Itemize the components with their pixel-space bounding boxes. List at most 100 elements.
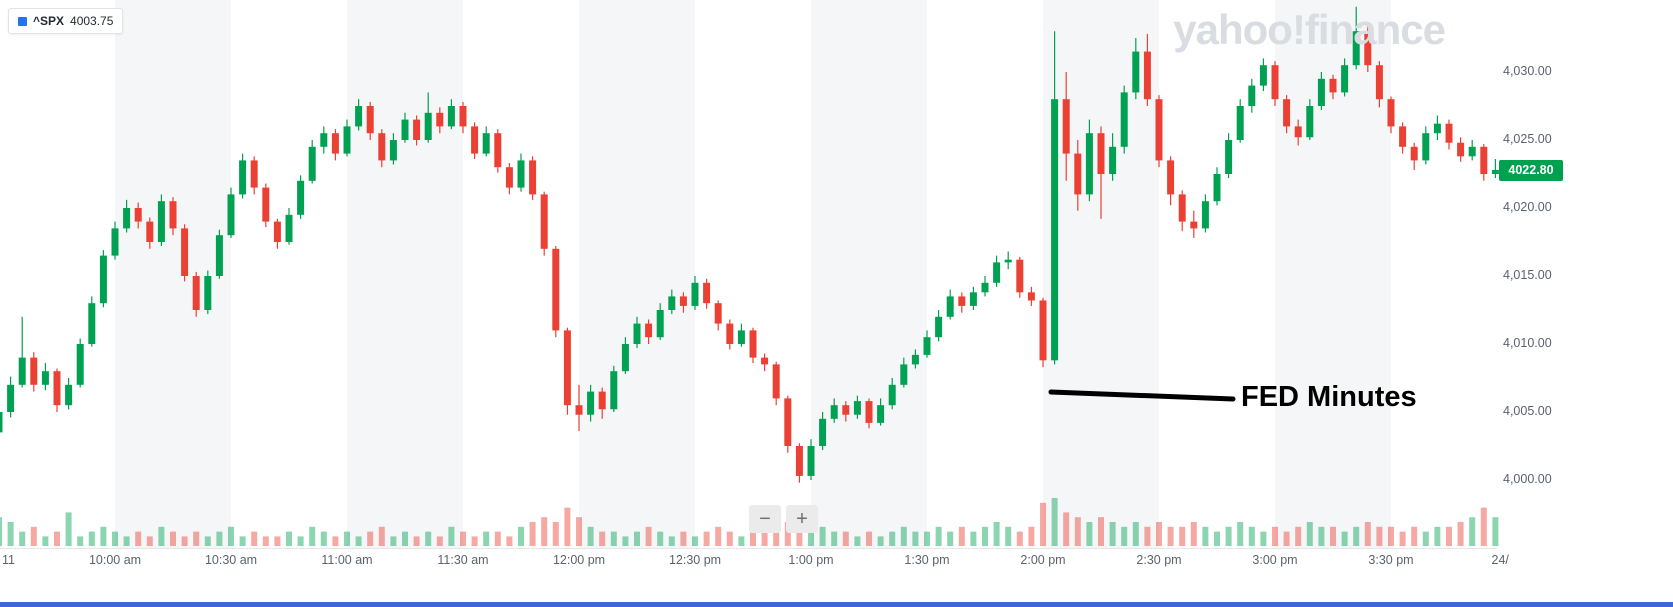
volume-bar [1109, 522, 1116, 546]
candle-body [563, 330, 571, 406]
volume-bar [610, 531, 617, 546]
candle-body [726, 323, 734, 344]
candle-body [1225, 140, 1233, 174]
candle-body [308, 146, 316, 181]
volume-bar [1341, 531, 1348, 546]
zoom-in-button[interactable]: + [786, 505, 818, 533]
candle-body [1167, 160, 1175, 195]
volume-bar [761, 531, 768, 546]
volume-bar [1434, 526, 1441, 546]
volume-bar [866, 531, 873, 546]
candle-body [1051, 99, 1059, 361]
candle-body [946, 296, 954, 317]
candle-body [703, 282, 711, 304]
candle-body [204, 276, 212, 310]
candle-body [447, 106, 455, 127]
candle-body [424, 112, 432, 140]
volume-bar [1330, 526, 1337, 546]
volume-bar [935, 526, 942, 546]
volume-bar [262, 536, 269, 546]
volume-bar [0, 517, 2, 546]
candle-body [1132, 51, 1140, 93]
volume-bar [1179, 526, 1186, 546]
volume-bar [900, 526, 907, 546]
volume-bar [193, 531, 200, 546]
legend-symbol: ^SPX [33, 14, 65, 28]
candle-body [1178, 194, 1186, 222]
volume-bar [1492, 517, 1499, 546]
volume-bar [773, 526, 780, 546]
volume-bar [1074, 517, 1081, 546]
volume-bar [274, 536, 281, 546]
volume-bar [100, 526, 107, 546]
candle-body [239, 160, 247, 195]
candle-body [1155, 99, 1163, 161]
candle-body [157, 201, 165, 242]
zoom-out-button[interactable]: − [749, 505, 781, 533]
volume-bar [297, 536, 304, 546]
volume-bar [564, 507, 571, 546]
candle-body [1236, 106, 1244, 140]
candle-body [389, 140, 397, 161]
volume-bar [251, 531, 258, 546]
volume-bar [1237, 522, 1244, 546]
candle-body [471, 126, 479, 154]
candle-body [1027, 292, 1035, 301]
volume-bar [65, 512, 72, 546]
candle-body [1004, 259, 1012, 263]
volume-bar [576, 517, 583, 546]
volume-bar [1132, 522, 1139, 546]
candle-body [1283, 99, 1291, 127]
volume-bar [947, 531, 954, 546]
candle-body [53, 371, 61, 406]
volume-bar [1272, 526, 1279, 546]
volume-bar [181, 536, 188, 546]
candle-body [1039, 300, 1047, 361]
volume-bar [1469, 517, 1476, 546]
volume-bar [715, 526, 722, 546]
candle-body [1399, 126, 1407, 147]
candle-body [749, 330, 757, 358]
candle-body [621, 344, 629, 372]
legend-color-chip [18, 16, 27, 26]
volume-bar [877, 536, 884, 546]
candle-body [494, 133, 502, 168]
candle-body [99, 255, 107, 304]
candle-body [958, 296, 966, 306]
candle-body [505, 167, 513, 188]
candle-body [1329, 78, 1337, 93]
volume-bar [738, 536, 745, 546]
session-stripe [115, 0, 232, 548]
volume-bar [1016, 531, 1023, 546]
candle-body [587, 391, 595, 415]
candle-body [273, 221, 281, 242]
volume-bar [784, 522, 791, 546]
candle-body [146, 221, 154, 242]
candle-body [459, 106, 467, 127]
candle-body [436, 112, 444, 127]
candle-body [819, 418, 827, 446]
volume-bar [819, 526, 826, 546]
volume-bar [1121, 526, 1128, 546]
volume-bar [622, 536, 629, 546]
volume-bar [958, 526, 965, 546]
volume-bar [518, 526, 525, 546]
volume-bar [425, 531, 432, 546]
volume-bar [309, 526, 316, 546]
volume-bar [77, 536, 84, 546]
volume-bar [541, 517, 548, 546]
candle-body [1410, 146, 1418, 161]
candle-body [911, 354, 919, 365]
volume-bar [645, 526, 652, 546]
candle-body [1306, 106, 1314, 138]
candle-body [529, 160, 537, 195]
volume-bar [402, 531, 409, 546]
volume-bar [1411, 526, 1418, 546]
volume-bar [726, 531, 733, 546]
candle-body [123, 208, 131, 229]
symbol-legend[interactable]: ^SPX 4003.75 [8, 8, 124, 34]
volume-bar [239, 536, 246, 546]
candle-body [88, 303, 96, 344]
